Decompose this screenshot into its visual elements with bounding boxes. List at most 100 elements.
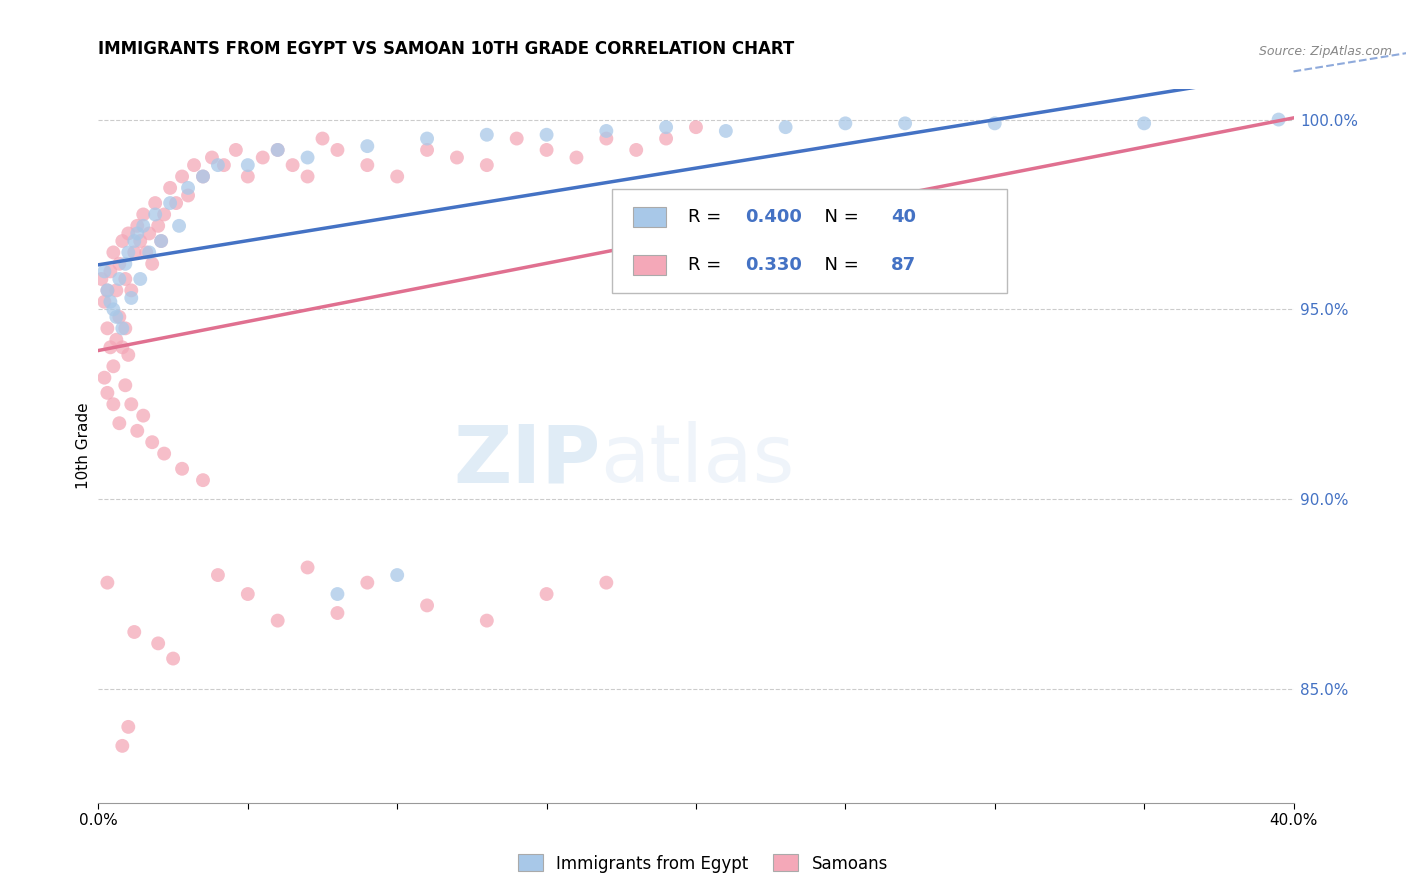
Point [475, 128, 498, 142]
Point [120, 291, 142, 305]
Point [267, 143, 290, 157]
Point [565, 151, 588, 165]
Point [536, 587, 558, 601]
Point [714, 124, 737, 138]
Point [183, 158, 205, 172]
Point [416, 143, 439, 157]
Point [834, 116, 856, 130]
Point [446, 151, 468, 165]
Point [326, 143, 349, 157]
Point [127, 227, 149, 241]
Point [143, 207, 166, 221]
Point [475, 158, 498, 172]
Point [162, 651, 184, 665]
Point [685, 120, 707, 135]
Point [212, 158, 235, 172]
Point [127, 424, 149, 438]
Text: R =: R = [688, 208, 727, 226]
Point [536, 128, 558, 142]
Point [93, 294, 115, 309]
Point [191, 473, 214, 487]
Point [96, 385, 118, 400]
Point [117, 245, 139, 260]
Point [267, 614, 290, 628]
Point [655, 131, 678, 145]
Point [984, 116, 1007, 130]
Point [201, 151, 224, 165]
Point [96, 284, 118, 298]
Point [108, 416, 131, 430]
Point [252, 151, 274, 165]
Point [120, 284, 142, 298]
Point [385, 568, 409, 582]
Point [117, 720, 139, 734]
Point [416, 599, 439, 613]
Y-axis label: 10th Grade: 10th Grade [76, 402, 91, 490]
Point [159, 196, 181, 211]
Point [103, 397, 125, 411]
Point [105, 333, 128, 347]
Point [117, 227, 139, 241]
Point [117, 348, 139, 362]
Point [1267, 112, 1289, 127]
Point [1133, 116, 1156, 130]
Point [120, 397, 142, 411]
Point [894, 116, 917, 130]
Point [105, 310, 128, 324]
Point [177, 181, 200, 195]
Point [595, 124, 617, 138]
Point [356, 575, 378, 590]
Point [356, 158, 378, 172]
Point [595, 575, 617, 590]
Point [626, 143, 648, 157]
Point [100, 294, 122, 309]
Text: IMMIGRANTS FROM EGYPT VS SAMOAN 10TH GRADE CORRELATION CHART: IMMIGRANTS FROM EGYPT VS SAMOAN 10TH GRA… [98, 40, 794, 58]
Point [236, 587, 259, 601]
Point [297, 169, 319, 184]
Point [385, 169, 409, 184]
Point [103, 359, 125, 374]
Point [124, 234, 146, 248]
Point [127, 219, 149, 233]
Point [143, 196, 166, 211]
Point [96, 575, 118, 590]
Point [90, 272, 112, 286]
Legend: Immigrants from Egypt, Samoans: Immigrants from Egypt, Samoans [512, 847, 894, 880]
Point [148, 219, 170, 233]
Text: 40: 40 [891, 208, 915, 226]
Point [138, 227, 160, 241]
Point [100, 264, 122, 278]
Point [281, 158, 304, 172]
Text: atlas: atlas [600, 421, 794, 500]
Text: R =: R = [688, 256, 727, 274]
Point [129, 272, 152, 286]
Point [135, 245, 157, 260]
Point [159, 181, 181, 195]
Point [356, 139, 378, 153]
Point [775, 120, 797, 135]
Point [177, 188, 200, 202]
Point [103, 245, 125, 260]
Point [191, 169, 214, 184]
Point [297, 151, 319, 165]
Point [165, 196, 187, 211]
Point [267, 143, 290, 157]
Point [416, 131, 439, 145]
Bar [633, 207, 666, 227]
FancyBboxPatch shape [613, 189, 1007, 293]
Text: Source: ZipAtlas.com: Source: ZipAtlas.com [1258, 45, 1392, 58]
Point [207, 158, 229, 172]
Point [129, 234, 152, 248]
Point [132, 207, 155, 221]
Point [150, 234, 173, 248]
Point [236, 158, 259, 172]
Point [207, 568, 229, 582]
Point [96, 321, 118, 335]
Point [148, 636, 170, 650]
Point [225, 143, 247, 157]
Text: 87: 87 [891, 256, 915, 274]
Point [93, 264, 115, 278]
Point [595, 131, 617, 145]
Point [138, 245, 160, 260]
Point [108, 310, 131, 324]
